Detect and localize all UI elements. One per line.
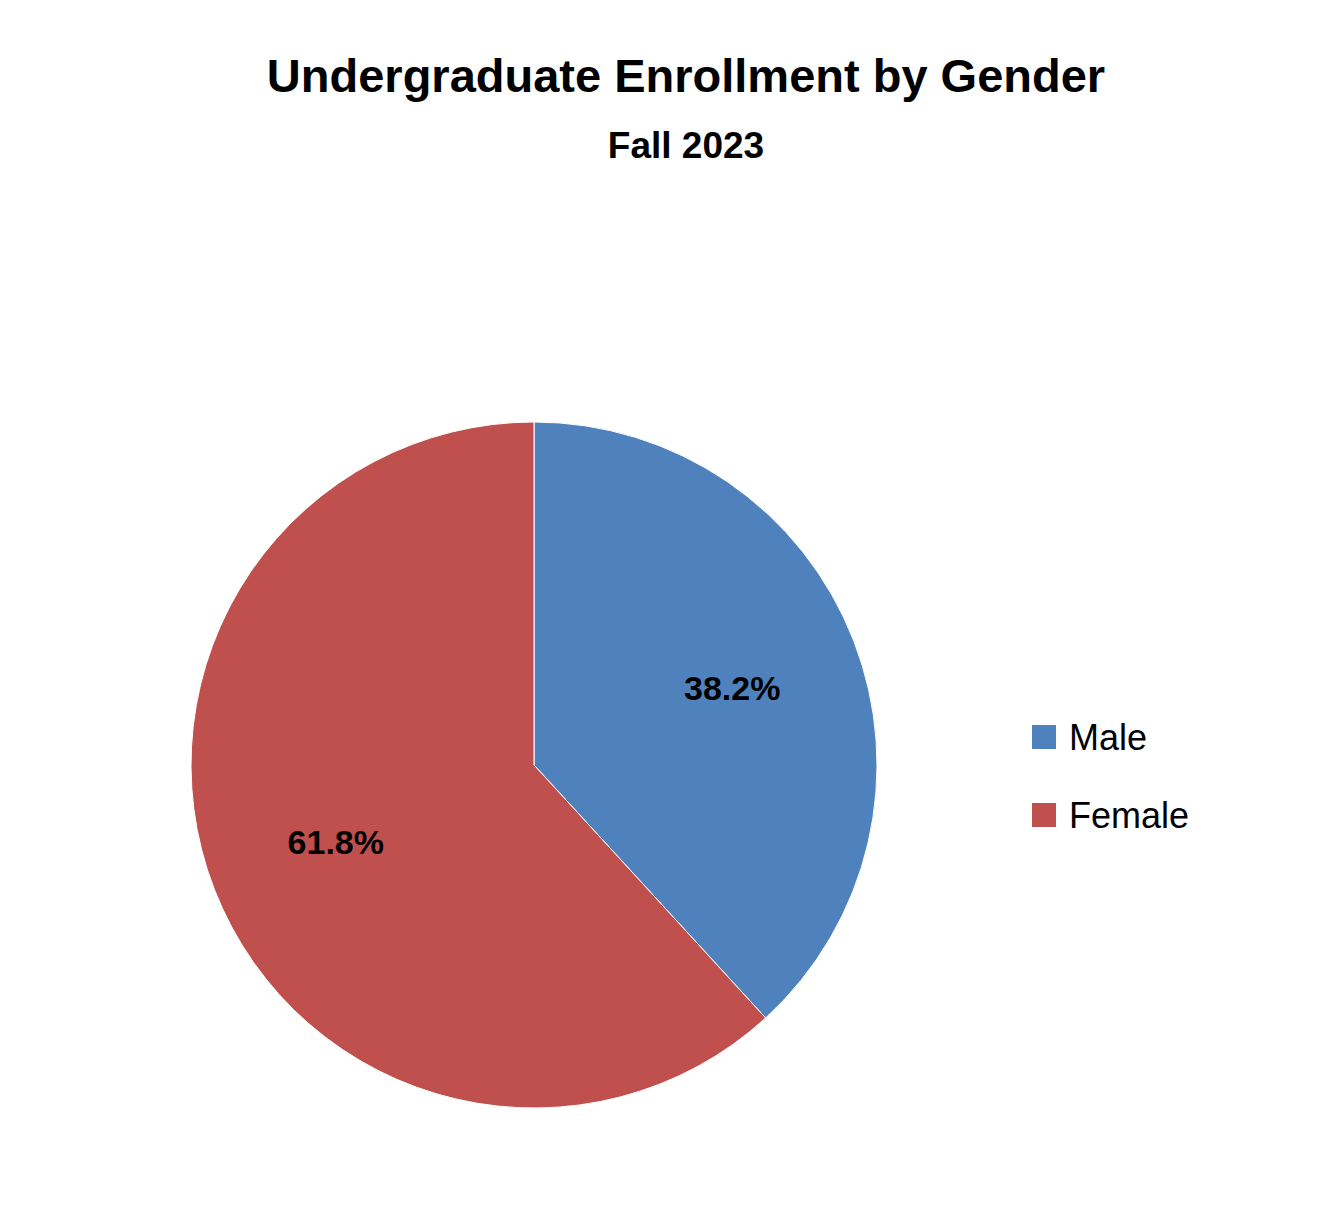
legend-swatch (1032, 803, 1056, 827)
title: Undergraduate Enrollment by Gender (267, 49, 1105, 102)
legend-item: Female (1032, 795, 1189, 836)
legend-label: Female (1069, 795, 1189, 836)
legend-swatch (1032, 725, 1056, 749)
chart: Undergraduate Enrollment by Gender Fall 2… (0, 0, 1329, 1207)
legend: Male Female (1032, 717, 1189, 836)
subtitle: Fall 2023 (608, 125, 764, 166)
slice (191, 422, 766, 1108)
data-label: 61.8% (288, 823, 384, 861)
legend-label: Male (1069, 717, 1147, 758)
data-label: 38.2% (684, 669, 780, 707)
legend-item: Male (1032, 717, 1147, 758)
pie: 38.2% 61.8% (191, 422, 877, 1108)
